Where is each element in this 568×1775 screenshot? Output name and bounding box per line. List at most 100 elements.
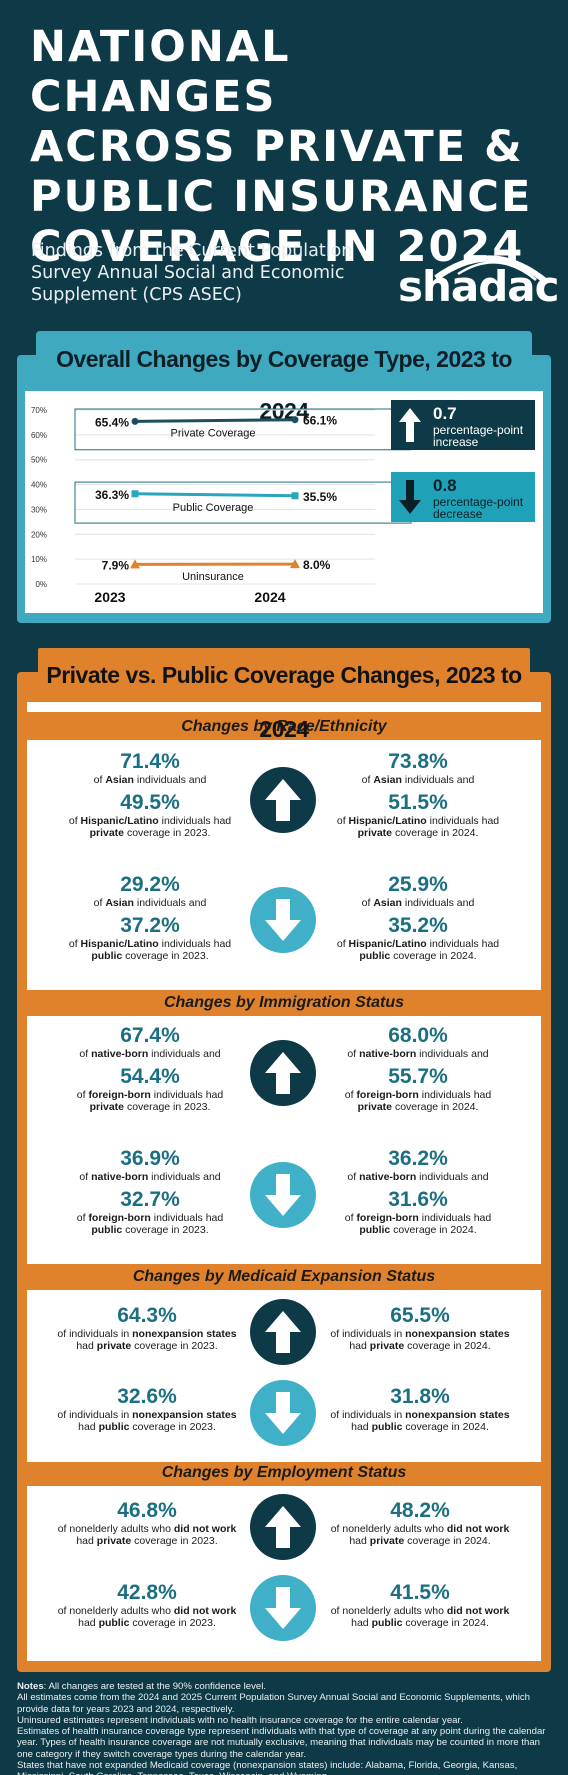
employ-public-2024: 41.5% of nonelderly adults who did not w… — [310, 1581, 530, 1629]
up-arrow-circle — [250, 767, 316, 833]
stat-value: 64.3% — [117, 1304, 177, 1327]
shadac-logo: shadac — [396, 244, 560, 314]
data-label: 65.4% — [95, 415, 129, 429]
data-point — [290, 559, 300, 569]
stat-value: 49.5% — [120, 791, 180, 814]
x-tick-label: 2024 — [254, 589, 285, 605]
increase-callout: 0.7 percentage-point increase — [391, 400, 535, 450]
y-tick-label: 20% — [31, 530, 47, 539]
stat-value: 54.4% — [120, 1065, 180, 1088]
series-name: Private Coverage — [171, 428, 256, 440]
down-arrow-icon — [265, 899, 301, 941]
down-arrow-icon — [265, 1392, 301, 1434]
series-name: Uninsurance — [182, 571, 244, 583]
decrease-value: 0.8 — [433, 476, 457, 495]
title-line-3: PUBLIC INSURANCE — [30, 172, 533, 222]
decrease-text: percentage-point decrease — [433, 495, 524, 521]
stat-value: 35.2% — [388, 914, 448, 937]
stat-value: 32.6% — [117, 1385, 177, 1408]
section1-banner — [38, 333, 530, 385]
employ-public-2023: 42.8% of nonelderly adults who did not w… — [37, 1581, 257, 1629]
data-label: 66.1% — [303, 414, 337, 428]
stat-value: 37.2% — [120, 914, 180, 937]
down-arrow-circle — [250, 1380, 316, 1446]
up-arrow-circle — [250, 1299, 316, 1365]
data-label: 36.3% — [95, 488, 129, 502]
decrease-callout: 0.8 percentage-point decrease — [391, 472, 535, 522]
y-tick-label: 70% — [31, 406, 47, 415]
y-tick-label: 0% — [35, 580, 47, 589]
increase-text: percentage-point increase — [433, 423, 524, 449]
stat-value: 46.8% — [117, 1499, 177, 1522]
employ-private-2024: 48.2% of nonelderly adults who did not w… — [310, 1499, 530, 1547]
stat-value: 29.2% — [120, 873, 180, 896]
y-tick-label: 50% — [31, 456, 47, 465]
notes-line: All estimates come from the 2024 and 202… — [17, 1692, 531, 1715]
stat-value: 42.8% — [117, 1581, 177, 1604]
immig-private-2023: 67.4% of native-born individuals and 54.… — [50, 1024, 250, 1113]
stat-value: 31.6% — [388, 1188, 448, 1211]
logo-arc-icon — [434, 255, 546, 283]
up-arrow-circle — [250, 1040, 316, 1106]
stat-value: 67.4% — [120, 1024, 180, 1047]
series-line — [134, 492, 296, 498]
immig-public-2023: 36.9% of native-born individuals and 32.… — [50, 1147, 250, 1236]
medicaid-private-2024: 65.5% of individuals in nonexpansion sta… — [310, 1304, 530, 1352]
series-line — [134, 418, 296, 423]
stat-value: 41.5% — [390, 1581, 450, 1604]
data-point — [131, 490, 139, 498]
down-arrow-icon — [399, 480, 421, 514]
y-tick-label: 10% — [31, 555, 47, 564]
title-line-2: ACROSS PRIVATE & — [30, 122, 524, 172]
page-title: NATIONAL CHANGES ACROSS PRIVATE & PUBLIC… — [30, 22, 550, 272]
race-public-2023: 29.2% of Asian individuals and 37.2% of … — [50, 873, 250, 962]
subtitle: Findings from the Current Population Sur… — [31, 241, 353, 305]
up-arrow-icon — [399, 408, 421, 442]
notes: Notes: All changes are tested at the 90%… — [17, 1681, 555, 1775]
stat-value: 55.7% — [388, 1065, 448, 1088]
stat-value: 51.5% — [388, 791, 448, 814]
stat-value: 48.2% — [390, 1499, 450, 1522]
section2-title: Private vs. Public Coverage Changes, 202… — [46, 662, 522, 742]
series-name: Public Coverage — [173, 502, 254, 514]
stat-value: 65.5% — [390, 1304, 450, 1327]
notes-line: : All changes are tested at the 90% conf… — [43, 1681, 267, 1692]
data-point — [291, 492, 299, 500]
immig-private-2024: 68.0% of native-born individuals and 55.… — [318, 1024, 518, 1113]
down-arrow-circle — [250, 887, 316, 953]
stat-value: 68.0% — [388, 1024, 448, 1047]
header: NATIONAL CHANGES ACROSS PRIVATE & PUBLIC… — [0, 0, 568, 340]
data-point — [131, 417, 139, 425]
down-arrow-circle — [250, 1162, 316, 1228]
medicaid-public-2024: 31.8% of individuals in nonexpansion sta… — [310, 1385, 530, 1433]
section2-top-strip — [27, 702, 541, 712]
medicaid-private-2023: 64.3% of individuals in nonexpansion sta… — [37, 1304, 257, 1352]
notes-line: Estimates of health insurance coverage t… — [17, 1726, 546, 1760]
immigration-subhead: Changes by Immigration Status — [163, 994, 405, 1011]
up-arrow-icon — [265, 1506, 301, 1548]
employment-subhead: Changes by Employment Status — [161, 1464, 407, 1481]
up-arrow-icon — [265, 1052, 301, 1094]
y-tick-label: 40% — [31, 481, 47, 490]
data-label: 8.0% — [303, 558, 331, 572]
stat-value: 25.9% — [388, 873, 448, 896]
logo-text: shadac — [398, 262, 560, 311]
employ-private-2023: 46.8% of nonelderly adults who did not w… — [37, 1499, 257, 1547]
data-point — [130, 559, 140, 569]
immig-public-2024: 36.2% of native-born individuals and 31.… — [318, 1147, 518, 1236]
notes-line: States that have not expanded Medicaid c… — [17, 1760, 518, 1775]
section2-banner — [38, 648, 530, 702]
race-public-2024: 25.9% of Asian individuals and 35.2% of … — [318, 873, 518, 962]
medicaid-subhead: Changes by Medicaid Expansion Status — [132, 1268, 436, 1285]
section1-title: Overall Changes by Coverage Type, 2023 t… — [56, 346, 512, 424]
race-subhead: Changes by Race/Ethnicity — [181, 718, 387, 735]
up-arrow-circle — [250, 1494, 316, 1560]
title-line-1: NATIONAL CHANGES — [30, 22, 291, 122]
increase-value: 0.7 — [433, 404, 457, 423]
down-arrow-circle — [250, 1575, 316, 1641]
up-arrow-icon — [265, 779, 301, 821]
down-arrow-icon — [265, 1174, 301, 1216]
data-point — [291, 416, 299, 424]
stat-value: 31.8% — [390, 1385, 450, 1408]
up-arrow-icon — [265, 1311, 301, 1353]
